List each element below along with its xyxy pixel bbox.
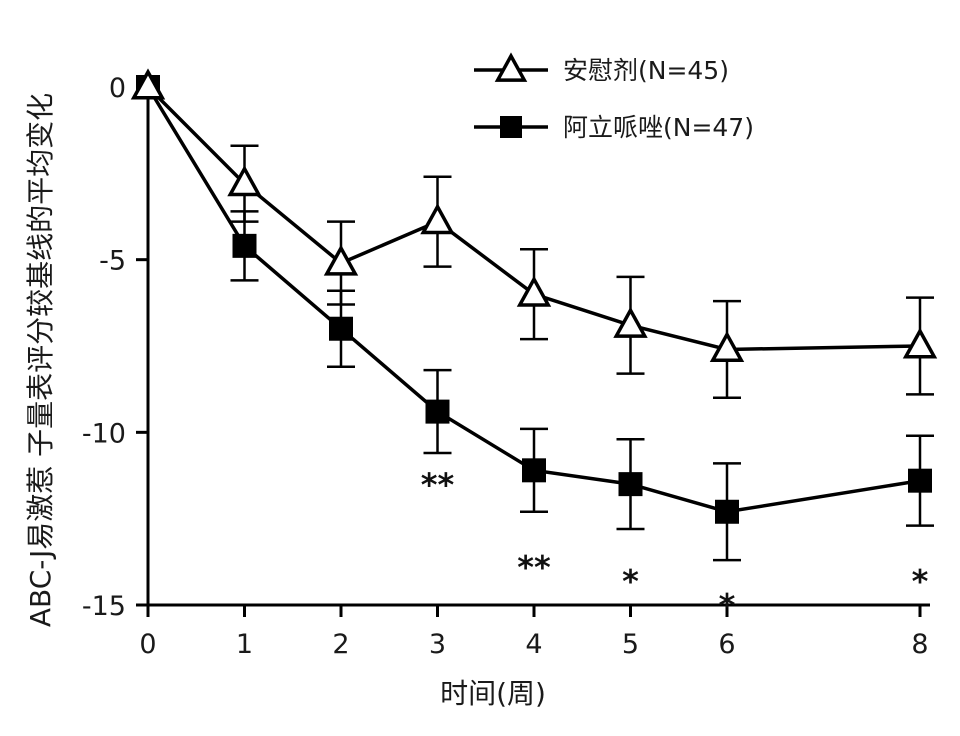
data-point (516, 275, 552, 307)
series-placebo (130, 68, 938, 400)
data-point (323, 244, 359, 276)
data-point (618, 472, 643, 497)
significance-label: * (622, 562, 639, 600)
series-layer (130, 68, 938, 562)
y-tick-label: -10 (82, 418, 126, 449)
data-point (420, 203, 455, 235)
data-point (613, 306, 648, 338)
data-point (522, 458, 546, 483)
y-axis-title: ABC-J易激惹 子量表评分较基线的平均变化 (24, 93, 57, 627)
significance-label: ** (421, 466, 455, 504)
x-tick-label: 4 (525, 629, 542, 660)
legend: 安慰剂(N=45) 阿立哌唑(N=47) (474, 52, 754, 142)
x-tick-label: 0 (139, 629, 156, 660)
legend-label: 阿立哌唑(N=47) (563, 113, 754, 142)
data-point (709, 330, 745, 363)
data-point (425, 399, 450, 424)
data-point (130, 68, 166, 100)
significance-label: * (912, 562, 929, 600)
x-tick-label: 1 (236, 629, 253, 660)
data-point (902, 327, 938, 359)
legend-marker (494, 52, 528, 82)
x-tick-label: 8 (911, 629, 928, 660)
y-tick-label: -5 (99, 246, 126, 277)
data-point (232, 233, 257, 258)
legend-marker (500, 116, 522, 138)
x-tick-label: 6 (718, 629, 735, 660)
data-point (908, 468, 932, 493)
y-tick-label: -15 (82, 591, 126, 622)
y-tick-label: 0 (109, 73, 126, 104)
significance-label: ** (517, 549, 551, 587)
data-point (329, 316, 353, 341)
axes: 0 -5 -10 -15 0 1 2 3 4 5 6 8 (82, 73, 930, 660)
x-axis-title: 时间(周) (440, 677, 546, 710)
data-point (715, 499, 739, 524)
x-tick-label: 5 (622, 629, 639, 660)
data-point (227, 165, 262, 197)
legend-label: 安慰剂(N=45) (563, 56, 729, 85)
significance-label: * (719, 587, 736, 625)
significance-layer: **** *** (421, 466, 929, 625)
x-tick-label: 2 (332, 629, 349, 660)
series-line (146, 86, 921, 514)
series-line (146, 85, 921, 352)
x-tick-label: 3 (429, 629, 446, 660)
